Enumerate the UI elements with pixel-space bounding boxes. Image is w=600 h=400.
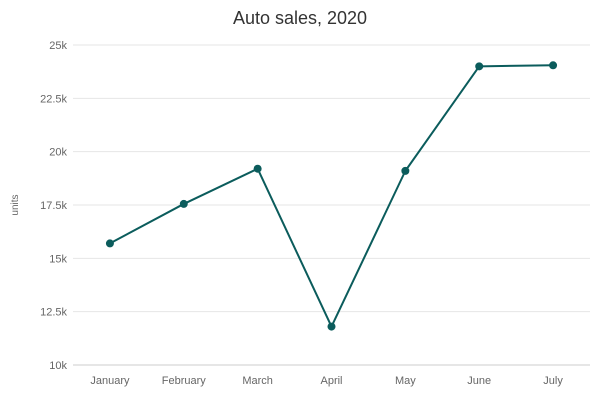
- x-tick-label: April: [320, 375, 342, 387]
- y-tick-label: 25k: [49, 40, 67, 52]
- y-tick-label: 15k: [49, 253, 67, 265]
- y-tick-labels: 10k 12.5k 15k 17.5k 20k 22.5k 25k: [40, 40, 67, 372]
- x-tick-label: June: [467, 375, 491, 387]
- x-tick-label: January: [90, 375, 130, 387]
- y-tick-label: 12.5k: [40, 307, 67, 319]
- data-point[interactable]: [327, 322, 336, 331]
- data-point[interactable]: [179, 199, 188, 208]
- x-tick-label: July: [543, 375, 563, 387]
- y-tick-label: 22.5k: [40, 93, 67, 105]
- x-tick-label: March: [242, 375, 273, 387]
- data-point[interactable]: [401, 166, 410, 175]
- x-tick-label: February: [162, 375, 207, 387]
- y-axis-label: units: [10, 194, 21, 215]
- y-tick-label: 17.5k: [40, 200, 67, 212]
- x-tick-label: May: [395, 375, 416, 387]
- y-tick-label: 10k: [49, 360, 67, 372]
- x-tick-labels: January February March April May June July: [90, 375, 563, 387]
- series-group: [105, 61, 558, 331]
- y-tick-label: 20k: [49, 147, 67, 159]
- data-point[interactable]: [549, 61, 558, 70]
- data-point[interactable]: [475, 62, 484, 71]
- data-point[interactable]: [105, 239, 114, 248]
- data-point[interactable]: [253, 164, 262, 173]
- gridlines: [73, 44, 590, 366]
- chart-title: Auto sales, 2020: [233, 8, 367, 28]
- series-line: [109, 64, 554, 328]
